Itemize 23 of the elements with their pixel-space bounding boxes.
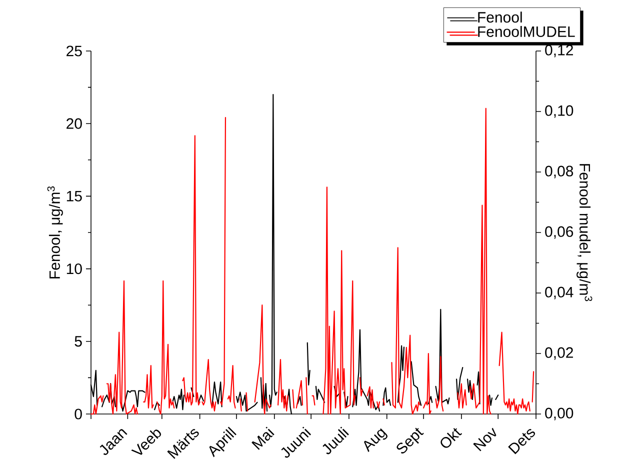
y2-tick-label: 0,02 [545, 347, 573, 360]
y-tick-label: 15 [66, 190, 82, 202]
y-axis-title: Fenool, μg/m$^{3}$ [47, 186, 63, 278]
legend-label: FenoolMUDEL [478, 26, 575, 37]
y2-tick-label: 0,12 [545, 44, 573, 58]
x-tick-label: Veeb [131, 430, 162, 455]
x-tick-label: Mai [252, 426, 274, 450]
y2-tick-label: 0,06 [545, 226, 574, 239]
y2-tick-label: 0,00 [545, 408, 574, 420]
y-tick-label: 25 [66, 46, 82, 56]
y2-tick-label: 0,10 [545, 105, 574, 118]
y-tick-label: 10 [66, 263, 82, 274]
y2-tick-label: 0,08 [545, 166, 574, 178]
y2-tick-label: 0,04 [545, 286, 574, 300]
y-tick-label: 5 [74, 336, 82, 347]
legend-label: Fenool [478, 12, 522, 23]
y-tick-label: 0 [74, 408, 82, 420]
x-tick-label: Aug [364, 428, 388, 452]
x-tick-label: Okt [440, 428, 462, 448]
y2-axis-title: Fenool mudel, μg/m$^{3}$ [576, 164, 592, 302]
x-tick-label: Dets [508, 429, 536, 454]
x-tick-label: Nov [473, 428, 496, 452]
y-tick-label: 20 [66, 118, 82, 129]
